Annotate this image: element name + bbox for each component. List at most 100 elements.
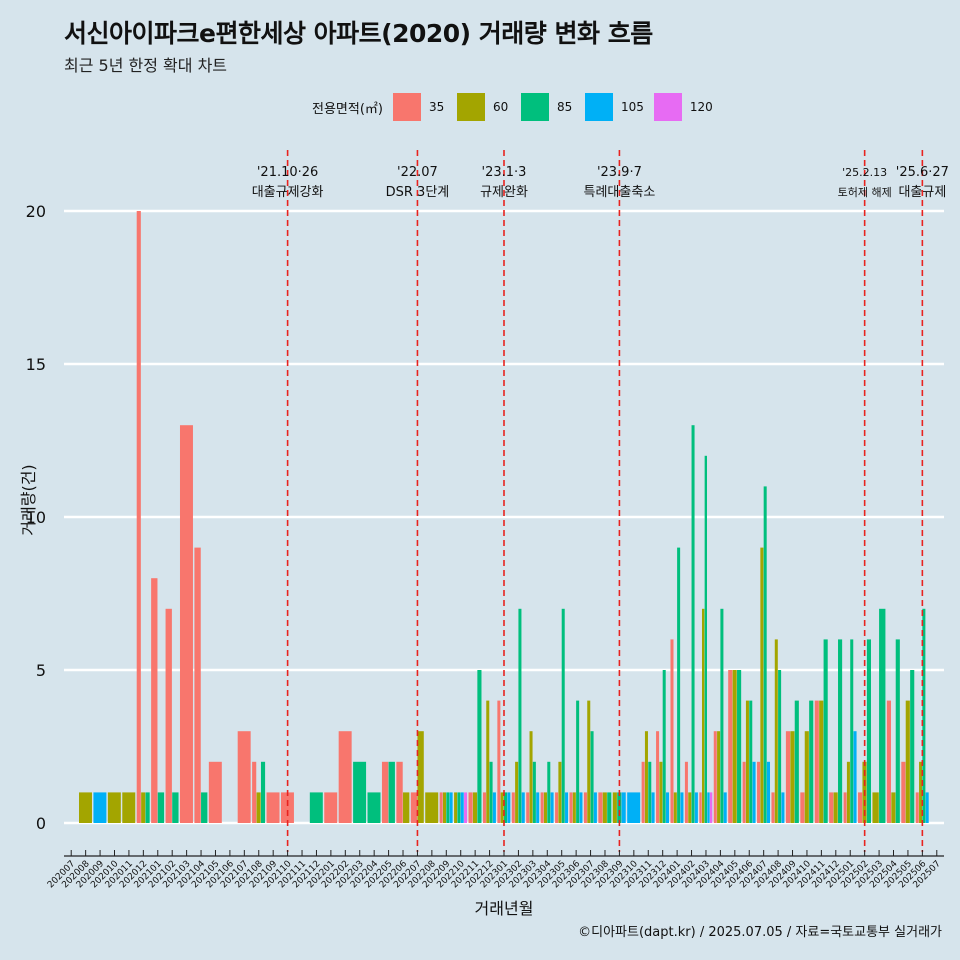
bar <box>804 731 809 823</box>
bar <box>922 608 926 823</box>
policy-text-label: 특례대출축소 <box>584 185 656 200</box>
bar <box>79 792 92 823</box>
bar <box>417 731 424 823</box>
bar <box>790 731 795 823</box>
bar <box>107 792 121 823</box>
bar <box>260 761 266 823</box>
policy-text-label: DSR 3단계 <box>386 185 450 200</box>
bar <box>823 639 828 823</box>
bar <box>843 792 847 823</box>
bar <box>763 486 767 823</box>
bar <box>666 792 670 823</box>
bar <box>838 639 843 823</box>
legend-item-85: 85 <box>520 93 579 121</box>
bar <box>905 700 910 823</box>
bar <box>853 731 857 823</box>
bar <box>648 761 652 823</box>
bar <box>749 700 753 823</box>
y-tick-label: 15 <box>26 355 46 374</box>
bar <box>720 608 724 823</box>
bar <box>442 792 446 823</box>
bar <box>723 792 727 823</box>
bar <box>122 792 136 823</box>
bar <box>593 792 597 823</box>
bar <box>587 700 591 823</box>
bar <box>266 792 280 823</box>
bar <box>457 792 461 823</box>
bar <box>590 731 594 823</box>
bar <box>752 761 756 823</box>
bar <box>688 792 692 823</box>
bar <box>280 792 294 823</box>
bar <box>800 792 805 823</box>
bar <box>858 792 863 823</box>
bar <box>879 608 886 823</box>
policy-text-label: 대출규제 <box>898 185 946 200</box>
y-tick-label: 20 <box>26 202 46 221</box>
bar <box>477 670 482 823</box>
bar <box>151 578 158 823</box>
bar <box>785 731 791 823</box>
bar <box>388 761 395 823</box>
legend-swatch-120 <box>653 93 682 121</box>
bar <box>381 761 389 823</box>
bar <box>489 761 493 823</box>
bar <box>486 700 490 823</box>
bar <box>833 792 838 823</box>
bar <box>579 792 583 823</box>
policy-date-label: '25.2.13 <box>842 166 887 179</box>
bar <box>684 761 688 823</box>
bar <box>662 670 666 823</box>
bar <box>165 608 172 823</box>
bar <box>439 792 443 823</box>
bar <box>449 792 453 823</box>
bar <box>532 761 536 823</box>
bar <box>612 792 617 823</box>
bar <box>742 761 746 823</box>
bar <box>540 792 544 823</box>
y-tick-label: 10 <box>26 508 46 527</box>
bar <box>651 792 655 823</box>
bar <box>201 792 208 823</box>
legend-item-60: 60 <box>456 93 515 121</box>
bar <box>919 761 923 823</box>
bar <box>709 792 713 823</box>
bar <box>172 792 179 823</box>
legend-swatch-60 <box>456 93 485 121</box>
policy-date-label: '22.07 <box>397 165 438 180</box>
bar <box>324 792 338 823</box>
legend-swatch-105 <box>584 93 613 121</box>
bar <box>511 792 515 823</box>
bar <box>659 761 663 823</box>
bar <box>353 761 367 823</box>
bar <box>521 792 525 823</box>
bar <box>472 792 478 823</box>
bar <box>500 792 504 823</box>
bar <box>617 792 622 823</box>
bar <box>778 670 782 823</box>
bar <box>794 700 799 823</box>
y-axis-title: 거래량(건) <box>19 464 38 535</box>
bar <box>93 792 107 823</box>
bar <box>309 792 323 823</box>
bar <box>910 670 915 823</box>
policy-text-label: 토허제 해제 <box>838 185 892 199</box>
legend-label-120: 120 <box>689 100 713 114</box>
bar <box>536 792 540 823</box>
bar <box>141 792 146 823</box>
bar <box>208 761 222 823</box>
bar <box>569 792 573 823</box>
bar <box>507 792 511 823</box>
bar <box>157 792 165 823</box>
legend-label-105: 105 <box>620 100 644 114</box>
legend-item-35: 35 <box>392 93 451 121</box>
bar <box>425 792 439 823</box>
bar <box>256 792 261 823</box>
bar <box>252 761 257 823</box>
legend-title: 전용면적(㎡) <box>312 101 383 117</box>
bar <box>464 792 468 823</box>
chart-subtitle: 최근 5년 한정 확대 차트 <box>64 56 228 75</box>
bar <box>886 700 891 823</box>
bar <box>673 792 677 823</box>
